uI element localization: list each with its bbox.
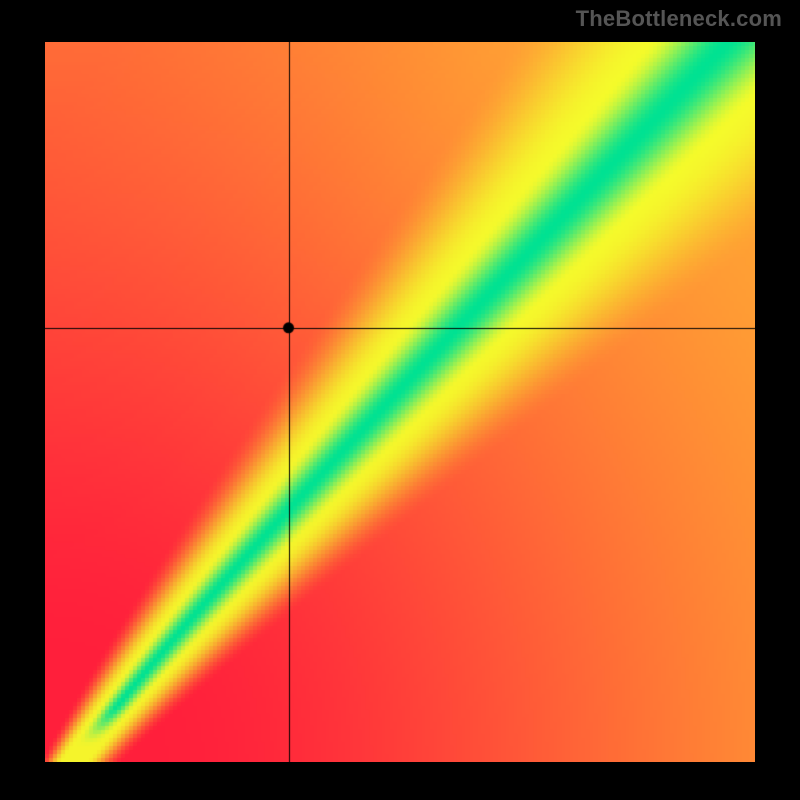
- crosshair-overlay: [45, 42, 755, 762]
- watermark-text: TheBottleneck.com: [576, 6, 782, 32]
- bottleneck-heatmap: [45, 42, 755, 762]
